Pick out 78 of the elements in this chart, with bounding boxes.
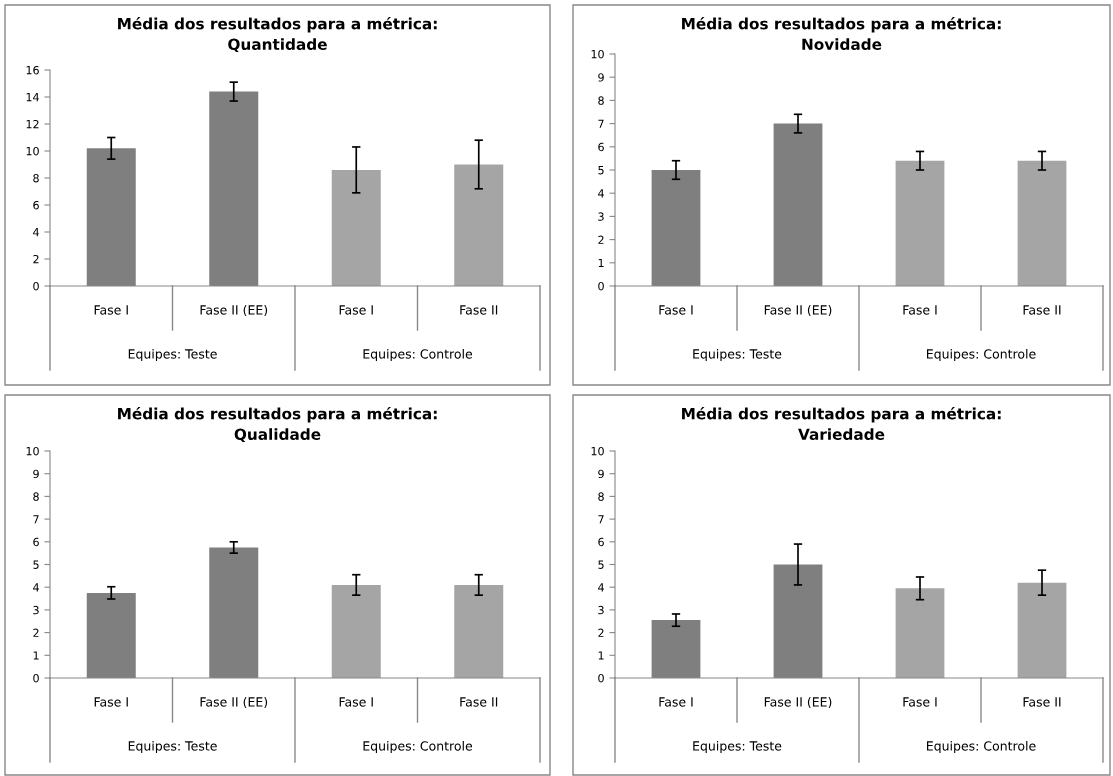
bar bbox=[895, 160, 945, 286]
y-tick-label: 5 bbox=[33, 560, 39, 569]
text: Equipes: Teste bbox=[693, 348, 782, 362]
text: Equipes: Teste bbox=[128, 348, 217, 362]
x-tick-label: Fase I bbox=[339, 697, 373, 707]
bar bbox=[454, 584, 504, 678]
y-tick-label: 10 bbox=[591, 446, 604, 456]
y-tick-label: 0 bbox=[598, 673, 604, 683]
x-tick-label: Fase II bbox=[460, 305, 498, 315]
text: Equipes: Teste bbox=[693, 740, 782, 754]
text: Equipes: Controle bbox=[927, 740, 1036, 754]
text: Equipes: Teste bbox=[128, 740, 217, 754]
y-tick-label: 5 bbox=[598, 560, 604, 569]
chart-title: Média dos resultados para a métrica: Novidade bbox=[682, 17, 1001, 51]
y-tick-label: 8 bbox=[598, 492, 604, 501]
y-tick-label: 0 bbox=[33, 673, 39, 683]
y-tick-label: 7 bbox=[598, 119, 604, 128]
y-tick-label: 6 bbox=[598, 142, 604, 152]
y-tick-label: 7 bbox=[33, 515, 39, 524]
y-tick-label: 2 bbox=[33, 628, 39, 637]
y-tick-label: 0 bbox=[598, 281, 604, 291]
bar bbox=[331, 169, 381, 286]
y-tick-label: 1 bbox=[598, 651, 604, 660]
text: Equipes: Controle bbox=[363, 348, 473, 362]
y-tick-label: 6 bbox=[33, 200, 39, 210]
chart-title: Média dos resultados para a métrica: Variedade bbox=[682, 407, 1001, 441]
y-tick-label: 2 bbox=[598, 235, 604, 244]
text: Equipes: Controle bbox=[927, 348, 1036, 362]
bar bbox=[1017, 160, 1067, 286]
x-tick-label: Fase II (EE) bbox=[764, 304, 832, 317]
y-tick-label: 8 bbox=[33, 492, 39, 501]
y-tick-label: 9 bbox=[598, 73, 604, 82]
y-tick-label: 4 bbox=[598, 189, 604, 198]
y-tick-label: 16 bbox=[26, 65, 39, 75]
y-tick-label: 3 bbox=[598, 605, 604, 615]
bar bbox=[331, 584, 381, 678]
x-tick-label: Fase I bbox=[659, 697, 693, 707]
bar bbox=[1017, 582, 1067, 678]
chart-title: Média dos resultados para a métrica: Quantidade bbox=[118, 17, 437, 53]
bar bbox=[454, 164, 504, 286]
y-tick-label: 6 bbox=[598, 537, 604, 547]
text: Equipes: Controle bbox=[363, 740, 473, 754]
y-tick-label: 10 bbox=[591, 49, 604, 59]
x-tick-label: Fase I bbox=[94, 305, 128, 315]
y-tick-label: 1 bbox=[33, 651, 39, 660]
x-tick-label: Fase I bbox=[659, 305, 693, 315]
y-tick-label: 8 bbox=[598, 96, 604, 105]
y-tick-label: 2 bbox=[33, 254, 39, 264]
y-tick-label: 14 bbox=[26, 93, 39, 102]
x-tick-label: Fase II bbox=[1023, 697, 1061, 707]
x-tick-label: Fase II (EE) bbox=[200, 304, 268, 317]
y-tick-label: 3 bbox=[598, 212, 604, 221]
x-tick-label: Fase I bbox=[339, 305, 373, 315]
y-tick-label: 12 bbox=[26, 119, 39, 129]
x-tick-label: Fase II (EE) bbox=[200, 696, 268, 709]
y-tick-label: 1 bbox=[598, 258, 604, 268]
y-tick-label: 9 bbox=[598, 469, 604, 479]
x-tick-label: Fase II (EE) bbox=[764, 696, 832, 709]
y-tick-label: 10 bbox=[26, 146, 39, 156]
y-tick-label: 7 bbox=[598, 515, 604, 524]
y-tick-label: 3 bbox=[33, 605, 39, 615]
x-tick-label: Fase II bbox=[460, 697, 498, 707]
x-tick-label: Fase I bbox=[94, 697, 128, 707]
y-tick-label: 4 bbox=[33, 228, 39, 237]
y-tick-label: 0 bbox=[33, 281, 39, 291]
y-tick-label: 2 bbox=[598, 628, 604, 637]
x-tick-label: Fase I bbox=[903, 305, 937, 315]
y-tick-label: 4 bbox=[598, 583, 604, 592]
chart-title: Média dos resultados para a métrica: Qualidade bbox=[118, 407, 437, 443]
y-tick-label: 9 bbox=[33, 469, 39, 479]
y-tick-label: 4 bbox=[33, 583, 39, 592]
y-tick-label: 6 bbox=[33, 537, 39, 547]
bar bbox=[895, 588, 945, 678]
x-tick-label: Fase I bbox=[903, 697, 937, 707]
y-tick-label: 5 bbox=[598, 166, 604, 175]
y-tick-label: 10 bbox=[26, 446, 39, 456]
x-tick-label: Fase II bbox=[1023, 305, 1061, 315]
y-tick-label: 8 bbox=[33, 173, 39, 183]
